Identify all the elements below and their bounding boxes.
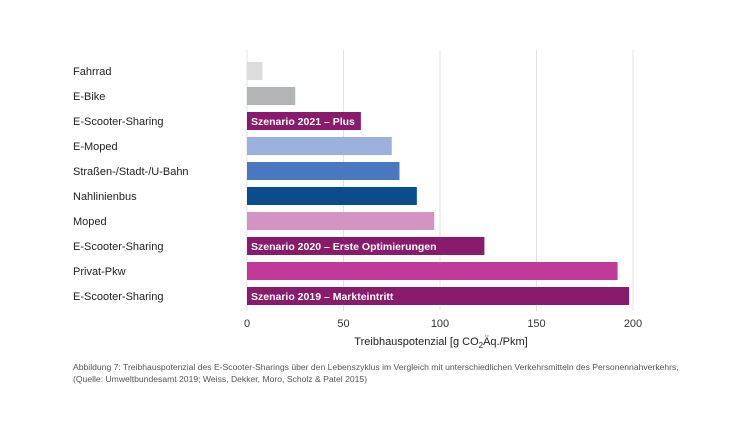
- category-label: Privat-Pkw: [73, 266, 126, 278]
- category-labels: Fahrrad E-Bike E-Scooter-Sharing E-Moped Str…: [73, 66, 189, 303]
- category-label: Moped: [73, 216, 107, 228]
- x-axis-title-end: Äq./Pkm]: [483, 336, 528, 348]
- figure-caption: Abbildung 7: Treibhauspotenzial des E-Sc…: [73, 361, 693, 385]
- bar: [247, 112, 361, 130]
- category-label: E-Scooter-Sharing: [73, 291, 164, 303]
- bar-label: Szenario 2020 – Erste Optimierungen: [251, 241, 437, 253]
- caption-line-2: (Quelle: Umweltbundesamt 2019; Weiss, De…: [73, 374, 368, 384]
- caption-line-1: Abbildung 7: Treibhauspotenzial des E-Sc…: [73, 362, 679, 372]
- x-tick-label: 50: [337, 318, 349, 330]
- bar: [247, 162, 400, 180]
- bar-label: Szenario 2021 – Plus: [251, 116, 355, 128]
- category-label: E-Scooter-Sharing: [73, 116, 164, 128]
- x-axis-title-main: Treibhauspotenzial [g CO: [354, 336, 479, 348]
- x-tick-label: 0: [244, 318, 250, 330]
- bar: [247, 137, 392, 155]
- category-label: Straßen-/Stadt-/U-Bahn: [73, 166, 189, 178]
- category-label: Nahlinienbus: [73, 191, 137, 203]
- bars: Szenario 2021 – Plus Szenario 2020 – Erst…: [247, 62, 630, 305]
- bar: [247, 212, 435, 230]
- category-label: E-Scooter-Sharing: [73, 241, 164, 253]
- x-axis-title-subscript: 2: [479, 341, 484, 350]
- x-tick-label: 150: [527, 318, 545, 330]
- bar-label: Szenario 2019 – Markteintritt: [251, 291, 394, 303]
- bar: [247, 87, 296, 105]
- bar: [247, 237, 485, 255]
- category-label: Fahrrad: [73, 66, 112, 78]
- x-axis-ticks: 0 50 100 150 200: [244, 318, 642, 330]
- x-tick-label: 200: [624, 318, 642, 330]
- category-label: E-Moped: [73, 141, 118, 153]
- bar: [247, 187, 417, 205]
- category-label: E-Bike: [73, 91, 105, 103]
- bar: [247, 262, 618, 280]
- bar: [247, 287, 630, 305]
- x-tick-label: 100: [431, 318, 449, 330]
- bar: [247, 62, 263, 80]
- x-axis-title: Treibhauspotenzial [g CO2Äq./Pkm]: [354, 336, 527, 350]
